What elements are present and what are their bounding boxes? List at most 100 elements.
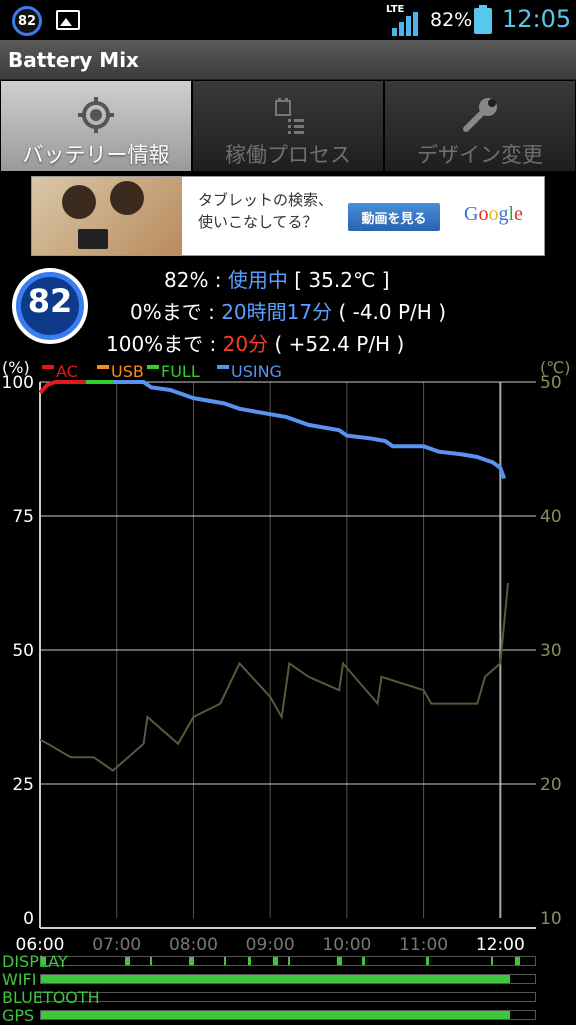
y-right-tick: 20 bbox=[540, 775, 562, 795]
activity-fill bbox=[189, 957, 195, 965]
tab-label: バッテリー情報 bbox=[22, 143, 170, 167]
x-tick: 09:00 bbox=[246, 935, 295, 955]
activity-fill bbox=[515, 957, 521, 965]
charge-rate: ( +52.4 P/H ) bbox=[268, 332, 405, 356]
status-bar: 82 LTE 82% 12:05 bbox=[0, 0, 576, 40]
y-left-tick: 0 bbox=[23, 909, 34, 929]
battery-history-chart: (%) (℃) AC USB FULL USING 100 75 50 25 0 50 40 30 20 10… bbox=[2, 358, 571, 955]
y-right-tick: 50 bbox=[540, 373, 562, 393]
app-title-bar: Battery Mix bbox=[0, 40, 576, 80]
y-right-unit: (℃) bbox=[540, 358, 570, 377]
activity-label: GPS bbox=[2, 1006, 35, 1025]
activity-fill bbox=[362, 957, 365, 965]
ad-text: タブレットの検索、 使いこなしてる？ bbox=[198, 189, 333, 233]
ad-watch-video-button[interactable]: 動画を見る bbox=[348, 203, 440, 231]
x-tick: 07:00 bbox=[92, 935, 141, 955]
activity-fill bbox=[223, 957, 227, 965]
app-title: Battery Mix bbox=[8, 48, 139, 72]
tab-label: 稼働プロセス bbox=[225, 143, 351, 167]
activity-bar bbox=[40, 956, 536, 966]
activity-panel: DISPLAY WIFI BLUETOOTH GPS bbox=[0, 952, 576, 1025]
tab-change-design[interactable]: デザイン変更 bbox=[384, 80, 576, 172]
wrench-icon bbox=[463, 98, 497, 132]
ad-banner[interactable]: タブレットの検索、 使いこなしてる？ 動画を見る Google bbox=[31, 176, 545, 256]
battery-level: 82 bbox=[27, 282, 73, 320]
activity-fill bbox=[41, 975, 511, 983]
x-tick: 06:00 bbox=[16, 935, 65, 955]
y-left-tick: 25 bbox=[12, 775, 34, 795]
activity-fill bbox=[337, 957, 343, 965]
to-empty-label: 0%まで bbox=[130, 300, 202, 324]
ad-line-1: タブレットの検索、 bbox=[198, 191, 334, 209]
activity-fill bbox=[288, 957, 291, 965]
battery-level-badge: 82 bbox=[12, 268, 88, 344]
legend-swatch-using bbox=[217, 365, 229, 369]
y-right-tick: 30 bbox=[540, 641, 562, 661]
y-left-tick: 75 bbox=[12, 507, 34, 527]
activity-row-display: DISPLAY bbox=[0, 952, 576, 971]
activity-fill bbox=[41, 957, 46, 965]
time-to-full-row: 100%まで : 20分 ( +52.4 P/H ) bbox=[106, 332, 405, 356]
activity-fill bbox=[426, 957, 429, 965]
activity-label: BLUETOOTH bbox=[2, 988, 100, 1007]
legend-label-using: USING bbox=[231, 362, 282, 381]
tab-label: デザイン変更 bbox=[417, 143, 543, 167]
ad-line-2: 使いこなしてる？ bbox=[198, 213, 318, 231]
activity-fill bbox=[490, 957, 493, 965]
ad-photo bbox=[32, 177, 182, 255]
clock: 12:05 bbox=[502, 5, 572, 33]
activity-fill bbox=[149, 957, 153, 965]
legend-label-usb: USB bbox=[111, 362, 144, 381]
y-right-tick: 10 bbox=[540, 909, 562, 929]
tab-bar: バッテリー情報 稼働プロセス デザイン変更 bbox=[0, 80, 576, 172]
activity-bar bbox=[40, 992, 536, 1002]
activity-bar bbox=[40, 974, 536, 984]
image-icon bbox=[56, 10, 80, 30]
usage-status: 使用中 bbox=[227, 268, 288, 292]
activity-fill bbox=[41, 1011, 511, 1019]
activity-fill bbox=[273, 957, 279, 965]
time-to-full: 20分 bbox=[222, 332, 269, 356]
tab-battery-info[interactable]: バッテリー情報 bbox=[0, 80, 192, 172]
google-logo: Google bbox=[464, 203, 523, 225]
activity-fill bbox=[124, 957, 130, 965]
network-type-label: LTE bbox=[386, 4, 405, 15]
activity-label: WIFI bbox=[2, 970, 37, 989]
activity-bar bbox=[40, 1010, 536, 1020]
x-tick: 11:00 bbox=[399, 935, 448, 955]
signal-icon bbox=[392, 12, 422, 36]
status-row: 82% : 使用中 [ 35.2℃ ] bbox=[164, 268, 390, 292]
discharge-rate: ( -4.0 P/H ) bbox=[332, 300, 446, 324]
activity-row-bluetooth: BLUETOOTH bbox=[0, 988, 576, 1007]
tab-running-processes[interactable]: 稼働プロセス bbox=[192, 80, 384, 172]
x-tick: 10:00 bbox=[322, 935, 371, 955]
to-full-label: 100%まで bbox=[106, 332, 204, 356]
x-tick: 12:00 bbox=[476, 935, 525, 955]
y-left-unit: (%) bbox=[2, 358, 30, 377]
battery-line-using bbox=[112, 380, 507, 480]
time-to-empty: 20時間17分 bbox=[221, 300, 333, 324]
battery-badge-icon: 82 bbox=[12, 6, 42, 36]
x-tick: 08:00 bbox=[169, 935, 218, 955]
legend-swatch-usb bbox=[97, 365, 109, 369]
activity-fill bbox=[248, 957, 251, 965]
activity-row-wifi: WIFI bbox=[0, 970, 576, 989]
ad-area: タブレットの検索、 使いこなしてる？ 動画を見る Google bbox=[0, 172, 576, 258]
temperature-line bbox=[39, 582, 509, 772]
temperature: [ 35.2℃ ] bbox=[287, 268, 390, 292]
process-list-icon bbox=[275, 98, 304, 134]
activity-label: DISPLAY bbox=[2, 952, 68, 971]
time-to-empty-row: 0%まで : 20時間17分 ( -4.0 P/H ) bbox=[130, 300, 446, 324]
y-left-tick: 50 bbox=[12, 641, 34, 661]
battery-percent: 82% bbox=[430, 9, 473, 31]
battery-icon bbox=[474, 5, 492, 34]
battery-line-ac bbox=[38, 380, 86, 395]
y-left-tick: 100 bbox=[2, 373, 34, 393]
crosshair-icon bbox=[78, 97, 114, 133]
legend-swatch-full bbox=[147, 365, 159, 369]
activity-row-gps: GPS bbox=[0, 1006, 576, 1025]
legend-swatch-ac bbox=[42, 365, 54, 369]
legend-label-ac: AC bbox=[56, 362, 78, 381]
legend-label-full: FULL bbox=[161, 362, 200, 381]
current-percent: 82% bbox=[164, 268, 209, 292]
